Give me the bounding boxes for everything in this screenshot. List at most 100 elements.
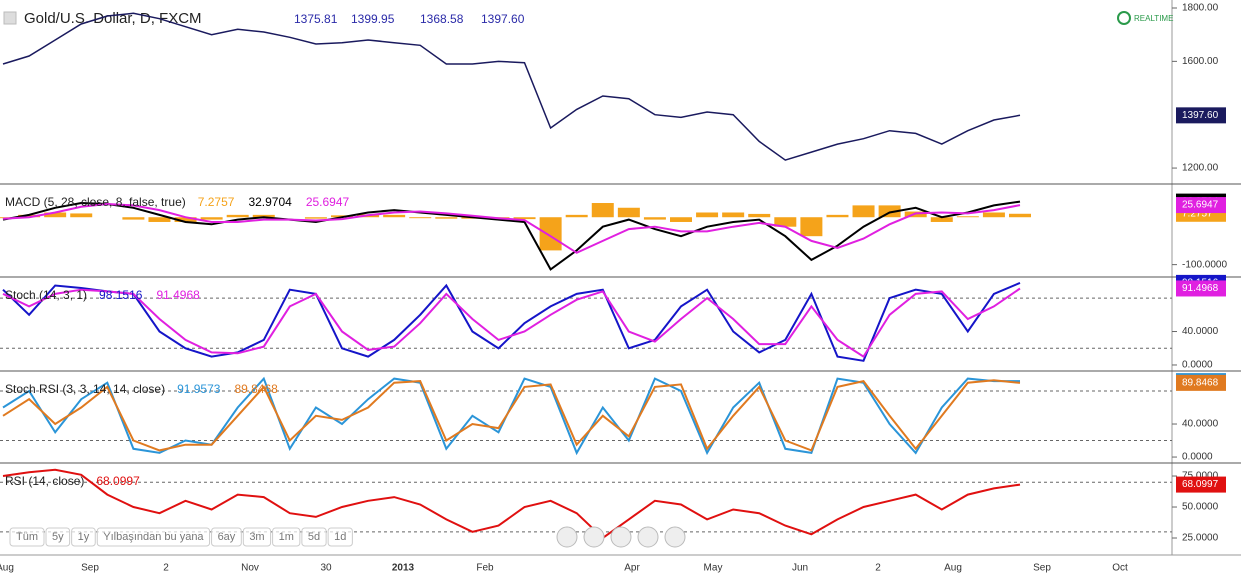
- range-button-frame: [96, 527, 211, 547]
- histogram-bar: [435, 217, 458, 219]
- range-button-label: 1y: [78, 531, 90, 543]
- histogram-bar: [878, 205, 901, 218]
- legend-value: 91.9573: [177, 382, 221, 396]
- y-tick-label: 0.0000: [1182, 360, 1213, 371]
- range-button-frame: [301, 527, 327, 547]
- x-tick-label: Nov: [241, 563, 259, 574]
- range-button[interactable]: Tüm: [9, 527, 45, 547]
- histogram-bar: [982, 212, 1005, 218]
- series-line: [2, 468, 1021, 540]
- high: 1399.95: [351, 12, 395, 26]
- histogram-bar: [591, 203, 614, 218]
- last-value-box: [1176, 197, 1226, 214]
- range-button[interactable]: 1y: [71, 527, 96, 547]
- histogram-bar: [513, 217, 536, 220]
- x-tick-label: Feb: [476, 563, 494, 574]
- x-tick-label: Aug: [0, 563, 14, 574]
- x-tick-label: Sep: [1033, 563, 1051, 574]
- symbol-icon[interactable]: [3, 11, 17, 25]
- zoom-control[interactable]: [556, 526, 578, 548]
- range-button[interactable]: 1m: [272, 527, 301, 547]
- last-value-label: 1397.60: [1182, 110, 1219, 121]
- histogram-bar: [226, 214, 249, 218]
- legend-title: RSI (14, close): [5, 474, 84, 488]
- histogram-bar: [617, 207, 640, 218]
- histogram-bar: [122, 217, 145, 220]
- y-tick-label: 40.0000: [1182, 326, 1219, 337]
- last-value-box: [1176, 476, 1226, 493]
- legend-value: 98.1516: [99, 288, 143, 302]
- histogram-bar: [383, 214, 406, 218]
- open: 1375.81: [294, 12, 338, 26]
- histogram-bar: [1009, 213, 1031, 218]
- range-button-frame: [211, 527, 242, 547]
- histogram-bar: [70, 213, 93, 218]
- histogram-bar: [304, 217, 327, 219]
- last-value-box: [1176, 107, 1226, 124]
- histogram-bar: [774, 217, 797, 227]
- legend-value: 32.9704: [248, 195, 292, 209]
- histogram-bar: [252, 214, 275, 218]
- range-button-label: 1m: [279, 531, 294, 543]
- zoom-control[interactable]: [610, 526, 632, 548]
- histogram-bar: [722, 212, 745, 218]
- y-tick-label: 40.0000: [1182, 419, 1219, 430]
- zoom-control[interactable]: [583, 526, 605, 548]
- range-button[interactable]: 6ay: [211, 527, 242, 547]
- range-button-frame: [45, 527, 71, 547]
- histogram-bar: [565, 214, 588, 218]
- range-button[interactable]: 3m: [242, 527, 272, 547]
- histogram-bar: [643, 217, 666, 220]
- range-button-frame: [242, 527, 272, 547]
- histogram-bar: [930, 217, 953, 222]
- histogram-bar: [852, 205, 875, 218]
- last-value-box: [1176, 280, 1226, 297]
- histogram-bar: [696, 212, 719, 218]
- x-tick-label: Jun: [792, 563, 808, 574]
- histogram-bar: [956, 216, 979, 218]
- histogram-bar: [800, 217, 823, 237]
- last-value-label: 91.4968: [1182, 283, 1219, 294]
- zoom-control[interactable]: [637, 526, 659, 548]
- header: Gold/U.S. Dollar, D, FXCM 1375.81 1399.9…: [3, 10, 1173, 27]
- series-line: [2, 379, 1021, 452]
- legend-value: 91.4968: [156, 288, 200, 302]
- range-button-label: 5d: [308, 531, 320, 543]
- last-value-label: 25.6947: [1182, 200, 1219, 211]
- x-tick-label: 30: [320, 563, 332, 574]
- range-button[interactable]: 5d: [301, 527, 327, 547]
- range-button[interactable]: 1d: [327, 527, 353, 547]
- legend-value: 7.2757: [198, 195, 235, 209]
- range-button-label: 3m: [249, 531, 264, 543]
- range-button-frame: [327, 527, 353, 547]
- x-tick-label: Sep: [81, 563, 99, 574]
- close: 1397.60: [481, 12, 525, 26]
- histogram-bar: [409, 217, 432, 219]
- range-button-label: 6ay: [218, 531, 236, 543]
- range-button[interactable]: 5y: [45, 527, 71, 547]
- legend-value: 89.8468: [234, 382, 278, 396]
- legend-value: 68.0997: [96, 474, 140, 488]
- series-line: [2, 200, 1021, 271]
- low: 1368.58: [420, 12, 464, 26]
- y-tick-label: -100.0000: [1182, 259, 1227, 270]
- histogram-bar: [200, 217, 223, 220]
- series-line: [2, 202, 1021, 254]
- symbol-title: Gold/U.S. Dollar, D, FXCM: [24, 10, 202, 27]
- last-value-label: 7.2757: [1182, 208, 1213, 219]
- histogram-bar: [44, 212, 67, 218]
- range-button[interactable]: Yılbaşından bu yana: [96, 527, 211, 547]
- range-button-label: Tüm: [16, 531, 38, 543]
- y-tick-label: 1200.00: [1182, 163, 1219, 174]
- x-tick-label: 2013: [392, 563, 415, 574]
- histogram-bar: [826, 214, 849, 218]
- x-tick-label: 2: [875, 563, 881, 574]
- last-value-label: 68.0997: [1182, 479, 1219, 490]
- series-line: [2, 287, 1021, 358]
- histogram-bar: [174, 217, 197, 222]
- zoom-control[interactable]: [664, 526, 686, 548]
- legend-title: Stoch (14, 3, 1): [5, 288, 87, 302]
- realtime: REALTIME: [1134, 14, 1173, 23]
- histogram-bar: [539, 217, 562, 251]
